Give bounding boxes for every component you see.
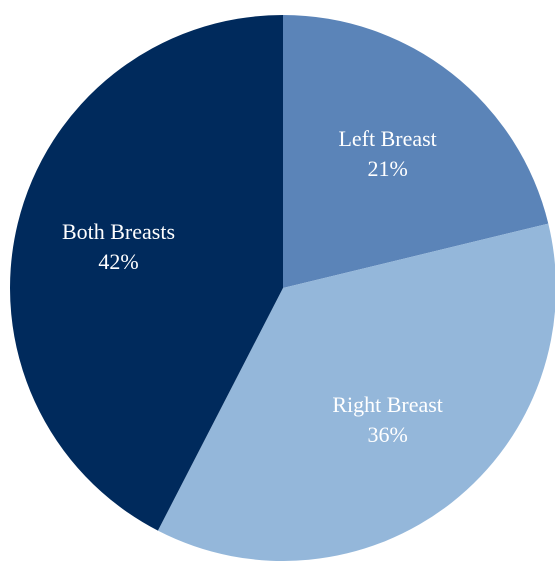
pie-slice [283, 15, 549, 288]
slice-label: Both Breasts [62, 219, 175, 244]
slice-value-label: 42% [98, 249, 138, 274]
slice-value-label: 21% [367, 156, 407, 181]
pie-slice [157, 223, 555, 561]
slice-label: Right Breast [332, 392, 443, 417]
slice-label: Left Breast [338, 126, 436, 151]
slice-value-label: 36% [367, 422, 407, 447]
pie-slice [10, 15, 283, 531]
